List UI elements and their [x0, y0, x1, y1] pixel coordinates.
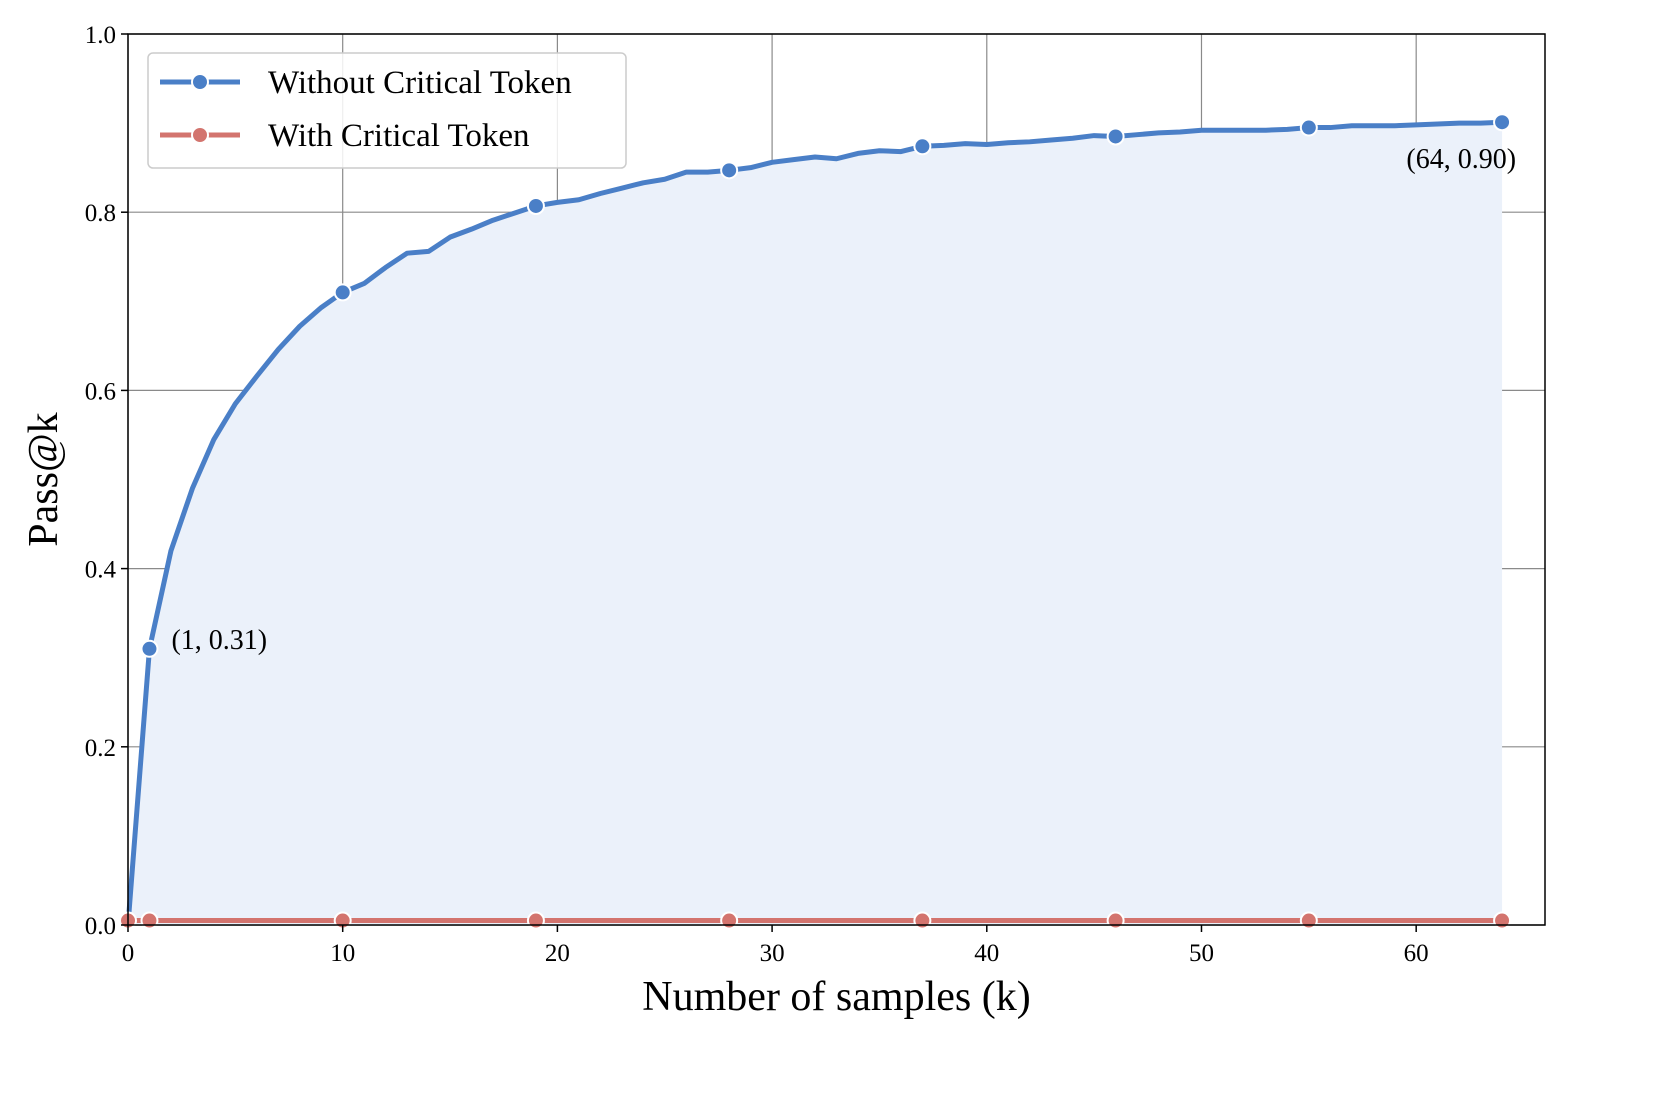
- area-fills: [128, 122, 1503, 926]
- x-tick-label: 0: [122, 940, 135, 967]
- data-point-marker: [720, 161, 739, 180]
- data-point-marker: [1106, 911, 1125, 930]
- legend-label: With Critical Token: [268, 118, 530, 154]
- y-tick-label: 0.8: [85, 200, 116, 227]
- x-tick-label: 50: [1189, 940, 1214, 967]
- series-markers: [119, 113, 1512, 930]
- legend-box: [147, 52, 627, 169]
- x-tick-label: 20: [545, 940, 570, 967]
- data-point-marker: [1106, 127, 1125, 146]
- x-tick-label: 30: [760, 940, 785, 967]
- x-tick-label: 10: [330, 940, 355, 967]
- point-annotations: (1, 0.31) (64, 0.90): [171, 144, 1516, 656]
- data-point-marker: [913, 911, 932, 930]
- y-axis-label: Pass@k: [21, 412, 67, 546]
- legend-label: Without Critical Token: [268, 65, 572, 101]
- x-axis-label: Number of samples (k): [642, 974, 1030, 1020]
- legend-swatch-marker: [191, 73, 209, 91]
- y-tick-label: 0.4: [85, 557, 117, 584]
- legend-entry-with: With Critical Token: [160, 118, 530, 154]
- data-point-marker: [720, 911, 739, 930]
- data-point-marker: [913, 137, 932, 156]
- data-point-marker: [140, 639, 159, 658]
- axis-ticks: 0 10 20 30 40 50 60 0.0 0.2 0.4 0.6 0.8 1.0: [85, 22, 1429, 967]
- x-tick-label: 60: [1404, 940, 1429, 967]
- data-point-marker: [1493, 911, 1512, 930]
- data-point-marker: [333, 283, 352, 302]
- y-tick-label: 0.2: [85, 735, 116, 762]
- data-point-marker: [140, 911, 159, 930]
- series-area-fill: [128, 122, 1503, 926]
- point-annotation: (1, 0.31): [171, 625, 267, 656]
- legend: Without Critical Token With Critical Tok…: [147, 52, 627, 169]
- point-annotation: (64, 0.90): [1406, 144, 1516, 175]
- data-point-marker: [1299, 911, 1318, 930]
- data-point-marker: [526, 196, 545, 215]
- x-tick-label: 40: [974, 940, 999, 967]
- data-point-marker: [526, 911, 545, 930]
- plot-frame: [127, 33, 1546, 926]
- legend-swatch-marker: [191, 126, 209, 144]
- data-point-marker: [1493, 113, 1512, 132]
- legend-entry-without: Without Critical Token: [160, 65, 572, 101]
- y-tick-label: 0.6: [85, 378, 116, 405]
- series-line: [125, 119, 1505, 928]
- y-tick-label: 1.0: [85, 22, 116, 49]
- data-point-marker: [1299, 118, 1318, 137]
- y-tick-label: 0.0: [85, 913, 116, 940]
